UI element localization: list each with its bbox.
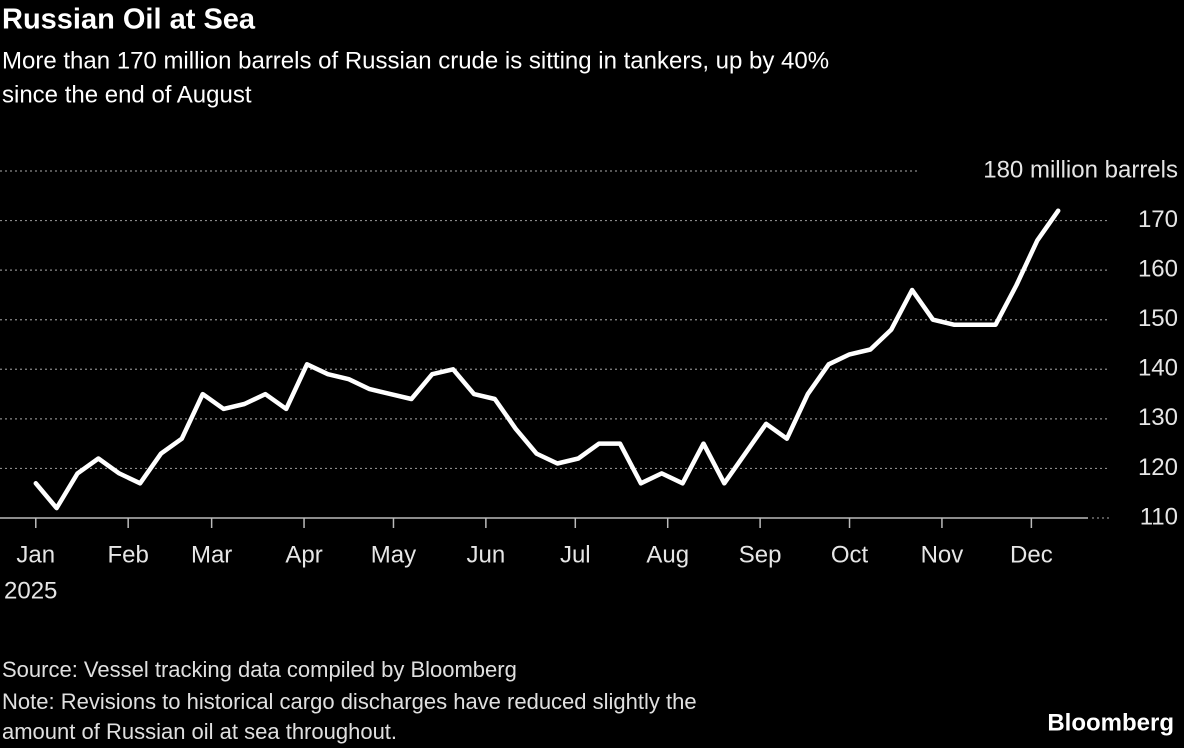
chart-title: Russian Oil at Sea (2, 4, 256, 36)
y-tick-label: 150 (1138, 305, 1178, 332)
chart-subtitle: More than 170 million barrels of Russian… (2, 47, 829, 74)
note: Note: Revisions to historical cargo disc… (2, 689, 697, 714)
x-tick-label: Dec (1010, 541, 1053, 568)
y-tick-label: 170 (1138, 206, 1178, 233)
chart-subtitle: since the end of August (2, 81, 252, 108)
y-tick-label: 180 million barrels (983, 156, 1178, 183)
x-tick-label: Mar (191, 541, 232, 568)
x-tick-label: Apr (285, 541, 322, 568)
x-year-label: 2025 (4, 577, 57, 604)
note: amount of Russian oil at sea throughout. (2, 719, 397, 744)
y-tick-label: 140 (1138, 355, 1178, 382)
series-line (33, 208, 1061, 511)
x-tick-label: Jan (16, 541, 55, 568)
y-tick-label: 120 (1138, 454, 1178, 481)
y-tick-label: 110 (1140, 503, 1178, 530)
x-tick-label: Sep (739, 541, 782, 568)
y-tick-label: 160 (1138, 255, 1178, 282)
x-tick-label: Jun (467, 541, 506, 568)
x-tick-label: May (371, 541, 416, 568)
x-tick-label: Oct (831, 541, 869, 568)
x-tick-label: Nov (921, 541, 964, 568)
y-tick-label: 130 (1138, 404, 1178, 431)
x-tick-label: Jul (560, 541, 591, 568)
source: Source: Vessel tracking data compiled by… (2, 657, 517, 682)
x-tick-label: Aug (646, 541, 689, 568)
x-tick-label: Feb (107, 541, 148, 568)
brand: Bloomberg (1047, 709, 1174, 736)
